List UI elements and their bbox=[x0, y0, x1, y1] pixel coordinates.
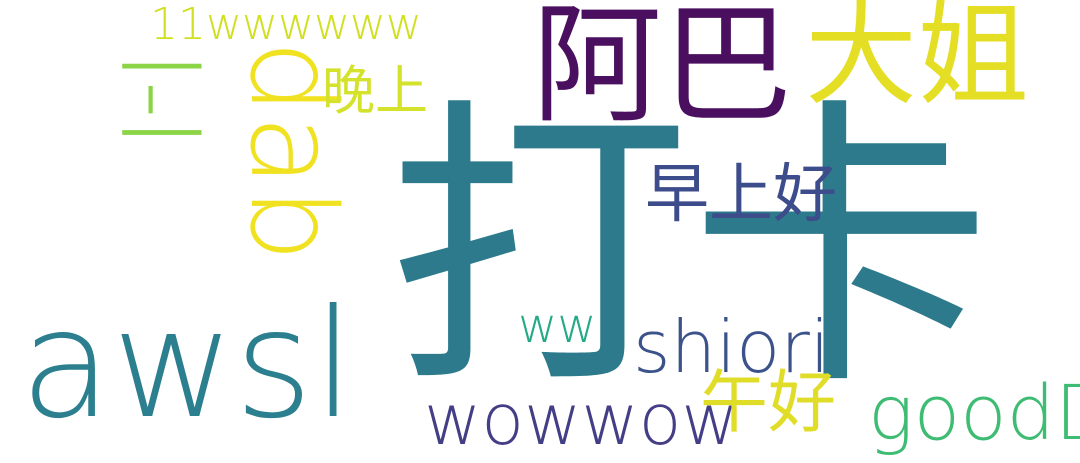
word-wanshang: 晚上 bbox=[322, 61, 428, 122]
word-goodD: goodD bbox=[868, 368, 1080, 457]
word-aba: 阿巴 bbox=[532, 0, 793, 141]
word-shiori: shiori bbox=[633, 305, 830, 389]
word-awsl: awsl bbox=[20, 278, 355, 452]
word-wowwow: wowwow bbox=[424, 379, 739, 461]
word-11wwwwww: 11wwwwww bbox=[150, 0, 422, 50]
word-l-l: l-l bbox=[97, 52, 219, 148]
word-zaoshanghao: 早上好 bbox=[645, 158, 837, 232]
word-daka: 打卡 bbox=[388, 75, 992, 426]
word-wuhao: 午好 bbox=[700, 364, 837, 443]
word-dajie: 大姐 bbox=[805, 0, 1029, 121]
word-ww: ww bbox=[518, 298, 597, 354]
